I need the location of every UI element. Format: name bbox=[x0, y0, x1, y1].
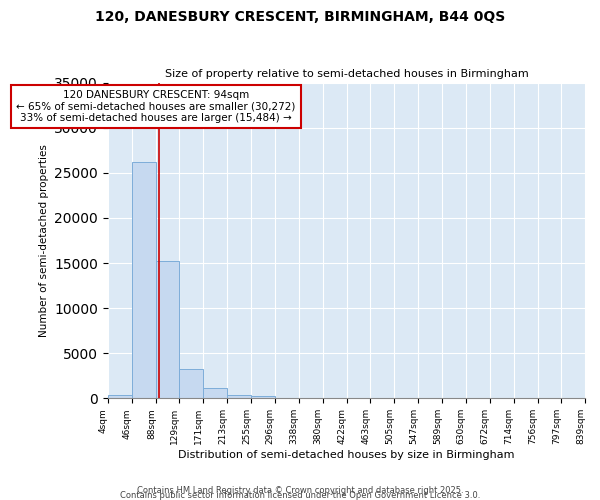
Text: 120, DANESBURY CRESCENT, BIRMINGHAM, B44 0QS: 120, DANESBURY CRESCENT, BIRMINGHAM, B44… bbox=[95, 10, 505, 24]
Bar bbox=[251, 396, 275, 398]
Bar bbox=[108, 394, 132, 398]
Text: Contains HM Land Registry data © Crown copyright and database right 2025.: Contains HM Land Registry data © Crown c… bbox=[137, 486, 463, 495]
Title: Size of property relative to semi-detached houses in Birmingham: Size of property relative to semi-detach… bbox=[164, 69, 529, 79]
Bar bbox=[156, 261, 179, 398]
Text: Contains public sector information licensed under the Open Government Licence 3.: Contains public sector information licen… bbox=[120, 490, 480, 500]
Text: 120 DANESBURY CRESCENT: 94sqm
← 65% of semi-detached houses are smaller (30,272): 120 DANESBURY CRESCENT: 94sqm ← 65% of s… bbox=[16, 90, 296, 123]
Bar bbox=[203, 388, 227, 398]
Y-axis label: Number of semi-detached properties: Number of semi-detached properties bbox=[39, 144, 49, 337]
X-axis label: Distribution of semi-detached houses by size in Birmingham: Distribution of semi-detached houses by … bbox=[178, 450, 515, 460]
Bar bbox=[132, 162, 156, 398]
Bar bbox=[227, 394, 251, 398]
Bar bbox=[179, 368, 203, 398]
